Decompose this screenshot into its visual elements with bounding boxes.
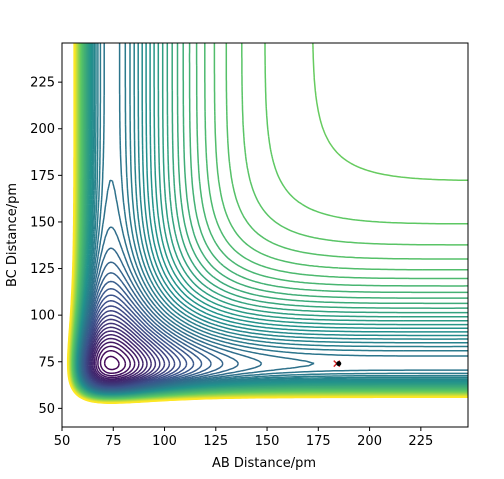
- y-tick-label: 150: [30, 215, 55, 230]
- contour-line: [93, 337, 140, 380]
- contour-line: [66, 43, 468, 404]
- x-tick-label: 125: [203, 434, 228, 449]
- contour-line: [103, 355, 120, 371]
- y-axis-label: BC Distance/pm: [5, 183, 20, 287]
- marker-point: [336, 361, 342, 367]
- x-axis-ticks: 50 75 100 125 150 175 200 225: [54, 427, 433, 449]
- y-tick-label: 175: [30, 169, 55, 184]
- marker-layer: [333, 360, 342, 368]
- x-tick-label: 200: [357, 434, 382, 449]
- x-tick-label: 175: [306, 434, 331, 449]
- x-tick-label: 225: [408, 434, 433, 449]
- x-tick-label: 100: [152, 434, 177, 449]
- y-tick-label: 225: [30, 76, 55, 91]
- x-tick-label: 150: [255, 434, 280, 449]
- y-tick-label: 125: [30, 262, 55, 277]
- y-axis-ticks: 50 75 100 125 150 175 200 225: [30, 76, 62, 417]
- contour-lines: [66, 43, 468, 404]
- contour-line: [87, 318, 161, 386]
- contour-line: [89, 326, 152, 384]
- y-tick-label: 50: [38, 402, 55, 417]
- x-axis-label: AB Distance/pm: [212, 456, 316, 471]
- x-tick-label: 75: [105, 434, 122, 449]
- contour-line: [95, 341, 136, 379]
- contour-line: [88, 322, 157, 385]
- y-tick-label: 100: [30, 309, 55, 324]
- contour-line: [86, 314, 166, 386]
- contour-line: [97, 345, 132, 377]
- contour-line: [85, 310, 171, 387]
- y-tick-label: 75: [38, 355, 55, 370]
- contour-line: [99, 349, 127, 375]
- contour-line: [90, 330, 148, 383]
- y-tick-label: 200: [30, 122, 55, 137]
- contour-line: [92, 334, 144, 382]
- plot-frame: [61, 42, 469, 428]
- x-tick-label: 50: [54, 434, 71, 449]
